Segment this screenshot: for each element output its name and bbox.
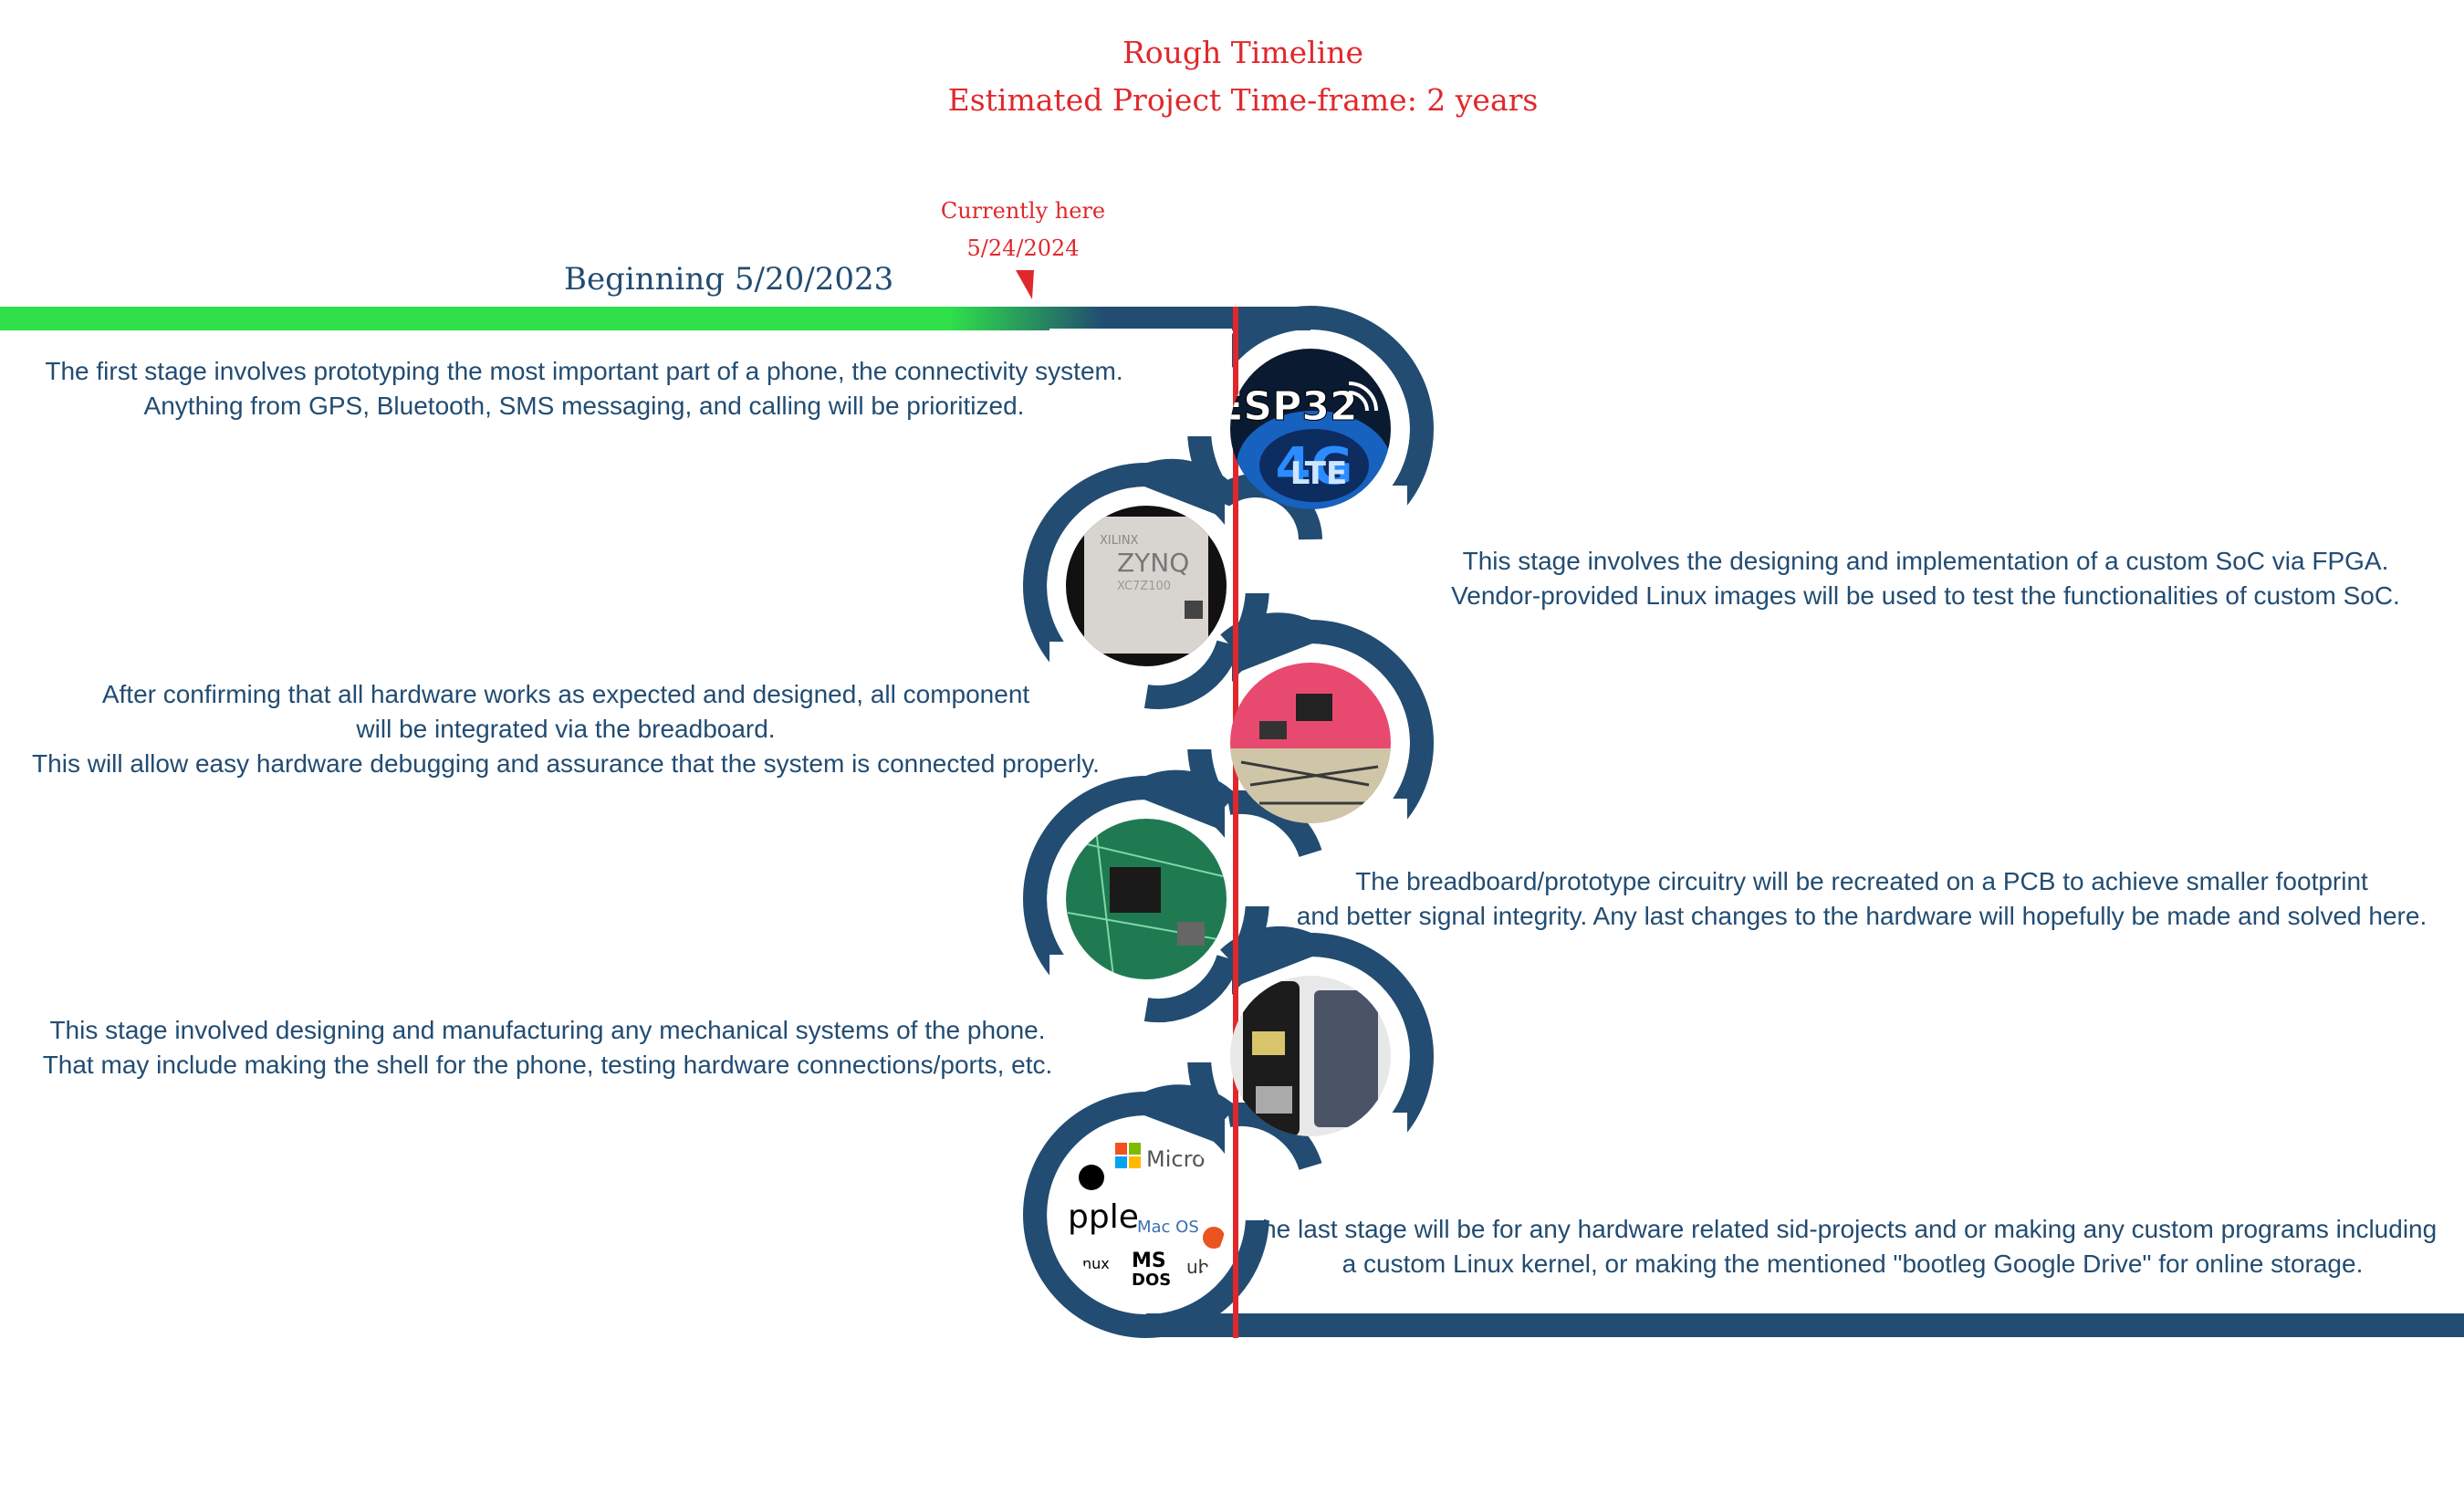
stage-3-description: After confirming that all hardware works… [0,677,1132,781]
current-position-marker [1016,270,1034,299]
esp32-4g-lte-icon: 4G LTE ESP32 [1216,349,1391,509]
stage-3-line-1: After confirming that all hardware works… [101,680,1030,708]
svg-text:ub: ub [1186,1256,1209,1278]
stage-4-description: The breadboard/prototype circuitry will … [1269,864,2455,934]
svg-text:Mac OS: Mac OS [1137,1218,1199,1237]
stage-2-line-2: Vendor-provided Linux images will be use… [1451,581,2400,610]
svg-text:LTE: LTE [1290,455,1347,492]
stage-6-line-1: The last stage will be for any hardware … [1247,1215,2438,1243]
svg-text:DOS: DOS [1132,1271,1171,1290]
svg-text:nux: nux [1082,1255,1110,1272]
svg-text:XC7Z100: XC7Z100 [1117,580,1171,593]
current-position-date: 5/24/2024 [966,235,1080,261]
xilinx-zynq-chip-icon: XILINX ZYNQ XC7Z100 [1066,506,1227,666]
page-title: Rough Timeline [1122,35,1364,70]
phone-shell-icon [1230,976,1391,1136]
stage-5-line-1: This stage involved designing and manufa… [49,1016,1046,1044]
stage-3-line-2: will be integrated via the breadboard. [356,715,776,743]
svg-text:Micro: Micro [1146,1146,1206,1172]
os-logos-icon: Micro pple Mac OS MS DOS nux ub [1066,1135,1227,1295]
stage-3-line-3: This will allow easy hardware debugging … [32,749,1100,778]
stage-5-line-2: That may include making the shell for th… [42,1051,1053,1079]
stage-4-line-2: and better signal integrity. Any last ch… [1296,902,2427,930]
stage-6-line-2: a custom Linux kernel, or making the men… [1342,1250,2364,1278]
stage-2-description: This stage involves the designing and im… [1405,544,2446,613]
svg-text:pple: pple [1068,1198,1139,1236]
stage-2-line-1: This stage involves the designing and im… [1462,547,2389,575]
page-subtitle: Estimated Project Time-frame: 2 years [947,82,1539,118]
svg-text:XILINX: XILINX [1100,534,1139,548]
beginning-label: Beginning 5/20/2023 [564,261,894,298]
svg-text:ZYNQ: ZYNQ [1117,548,1189,578]
current-position-label: Currently here [940,198,1106,224]
stage-1-description: The first stage involves prototyping the… [0,354,1168,424]
svg-text:4G: 4G [1276,437,1353,497]
timeline-bar-top [0,307,1241,330]
svg-text:ESP32: ESP32 [1216,383,1357,430]
stage-1-line-1: The first stage involves prototyping the… [45,357,1123,385]
stage-5-description: This stage involved designing and manufa… [0,1013,1095,1082]
stage-1-line-2: Anything from GPS, Bluetooth, SMS messag… [143,392,1025,420]
stage-4-line-1: The breadboard/prototype circuitry will … [1355,867,2368,895]
pcb-icon [1066,819,1227,979]
svg-text:MS: MS [1132,1250,1166,1272]
stage-6-description: The last stage will be for any hardware … [1241,1212,2464,1281]
